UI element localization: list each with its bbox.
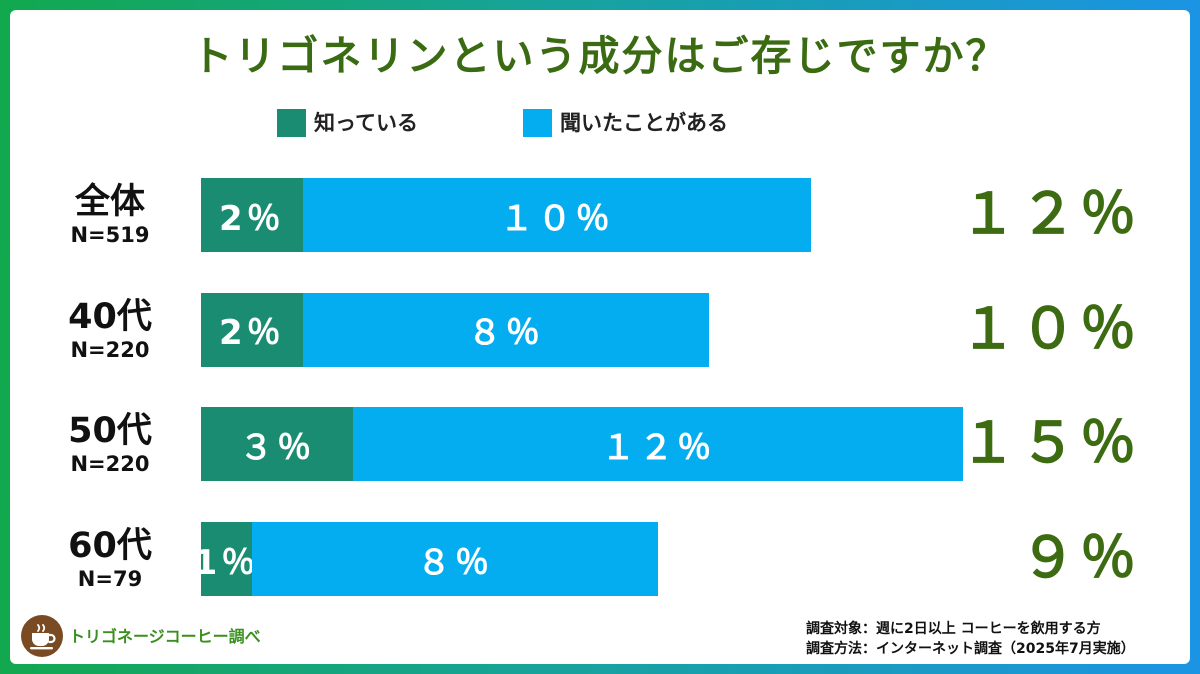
- bar-heard: １０％: [302, 178, 811, 252]
- category-label: 40代 N=220: [40, 293, 180, 367]
- bar-known-label: 1％: [193, 542, 260, 583]
- legend-swatch-heard: [523, 109, 552, 137]
- bar-known-label: 2％: [218, 313, 285, 354]
- legend-swatch-known: [277, 109, 306, 137]
- total-label: １５％: [960, 411, 1140, 477]
- survey-target-note: 調査対象：週に2日以上 コーヒーを飲用する方: [806, 621, 1101, 637]
- legend-item-known: 知っている: [277, 109, 418, 137]
- sample-size: N=79: [77, 567, 143, 592]
- category-name: 全体: [74, 182, 145, 222]
- total-label: １０％: [960, 296, 1140, 362]
- chart-row: 全体 N=519 2％ １０％ １２％: [0, 178, 1200, 252]
- survey-notes: 調査対象：週に2日以上 コーヒーを飲用する方 調査方法：インターネット調査（20…: [806, 619, 1135, 659]
- sample-size: N=220: [70, 337, 150, 362]
- coffee-cup-icon: [21, 615, 63, 657]
- bar-known: 2％: [201, 292, 303, 367]
- category-name: 50代: [68, 411, 152, 452]
- total-label: １２％: [960, 182, 1140, 247]
- bar-known-label: ３％: [239, 427, 316, 468]
- bar-heard: ８％: [302, 292, 709, 367]
- category-label: 50代 N=220: [40, 407, 180, 481]
- bar-known: 2％: [201, 178, 303, 252]
- chart-row: 60代 N=79 1％ ８％ ９％: [0, 522, 1200, 597]
- bar-heard-label: １０％: [499, 198, 614, 239]
- category-name: 40代: [68, 296, 152, 337]
- chart-row: 40代 N=220 2％ ８％ １０％: [0, 292, 1200, 367]
- legend-item-heard: 聞いたことがある: [523, 109, 728, 137]
- legend-label-known: 知っている: [314, 111, 418, 135]
- bar-heard: １２％: [353, 407, 963, 482]
- bar-known: 1％: [194, 522, 255, 597]
- chart-title: トリゴネリンという成分はご存じですか？: [191, 32, 1009, 80]
- sample-size: N=220: [70, 452, 150, 477]
- source-credit: トリゴネージコーヒー調べ: [69, 627, 261, 646]
- category-label: 全体 N=519: [40, 178, 180, 252]
- bar-known: ３％: [201, 407, 354, 482]
- survey-method-note: 調査方法：インターネット調査（2025年7月実施）: [806, 641, 1135, 657]
- category-name: 60代: [68, 526, 152, 567]
- bar-heard-label: １２％: [601, 427, 716, 468]
- bar-heard: ８％: [251, 522, 659, 597]
- bar-heard-label: ８％: [467, 313, 544, 354]
- category-label: 60代 N=79: [40, 522, 180, 596]
- bar-known-label: 2％: [218, 198, 285, 239]
- legend-label-heard: 聞いたことがある: [560, 111, 728, 135]
- bar-heard-label: ８％: [416, 542, 493, 583]
- chart-row: 50代 N=220 ３％ １２％ １５％: [0, 407, 1200, 482]
- total-label: ９％: [1020, 526, 1140, 592]
- sample-size: N=519: [70, 223, 150, 247]
